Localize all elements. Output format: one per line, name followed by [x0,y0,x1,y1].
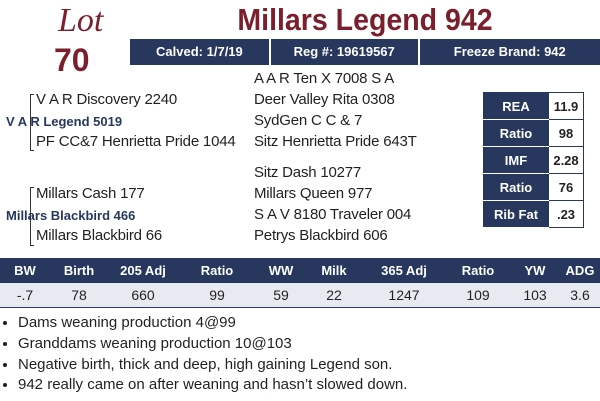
pedigree-sire-sire-dam: Deer Valley Rita 0308 [254,91,395,108]
pedigree-sire-sire-sire: A A R Ten X 7008 S A [254,70,395,87]
carcass-row: Ratio 76 [483,173,584,201]
pedigree-dam-dam-dam: Petrys Blackbird 606 [254,227,388,244]
carcass-value: 98 [548,119,584,147]
carcass-row: Ratio 98 [483,119,584,147]
performance-value: 22 [306,283,362,308]
performance-value: 660 [108,283,178,308]
carcass-row: Rib Fat .23 [483,200,584,228]
performance-value: 1247 [362,283,446,308]
header-row: BW Birth 205 Adj Ratio WW Milk 365 Adj Ratio YW A… [0,258,600,283]
pedigree-sire: V A R Legend 5019 [6,114,123,129]
performance-header: 365 Adj [362,258,446,283]
carcass-value: 11.9 [548,92,584,120]
info-brand: Freeze Brand: 942 [453,44,566,59]
info-reg: Reg #: 19619567 [271,39,420,65]
performance-header: WW [256,258,306,283]
bracket [30,94,31,150]
carcass-value: 76 [548,173,584,201]
pedigree-dam: Millars Blackbird 466 [6,208,136,223]
bracket [30,245,34,246]
carcass-label: IMF [483,146,549,174]
carcass-table: REA 11.9 Ratio 98 IMF 2.28 Ratio 76 Rib Fat .23 [483,92,584,228]
carcass-row: IMF 2.28 [483,146,584,174]
performance-value: 59 [256,283,306,308]
bracket [30,187,31,245]
carcass-row: REA 11.9 [483,92,584,120]
lot-label: Lot [58,2,104,39]
performance-value: 109 [446,283,510,308]
performance-value: 103 [510,283,560,308]
bracket [30,187,34,188]
performance-value: 99 [178,283,256,308]
performance-table: BW Birth 205 Adj Ratio WW Milk 365 Adj Ratio YW A… [0,258,600,308]
pedigree-dam-dam: Millars Blackbird 66 [36,227,163,244]
bracket [30,150,34,151]
carcass-label: Ratio [483,173,549,201]
pedigree-sire-dam: PF CC&7 Henrietta Pride 1044 [36,133,236,150]
pedigree-sire-sire: V A R Discovery 2240 [36,91,178,108]
pedigree-sire-dam-sire: SydGen C C & 7 [254,112,363,129]
note: Granddams weaning production 10@103 [18,334,407,355]
note: 942 really came on after weaning and has… [18,375,407,396]
performance-header: ADG [560,258,600,283]
note: Negative birth, thick and deep, high gai… [18,355,407,376]
info-bar: Calved: 1/7/19 Reg #: 19619567 Freeze Br… [130,39,600,65]
performance-header: BW [0,258,50,283]
performance-value: 78 [50,283,108,308]
carcass-value: 2.28 [548,146,584,174]
info-calved: Calved: 1/7/19 [130,39,271,65]
carcass-label: Ratio [483,119,549,147]
pedigree-dam-sire: Millars Cash 177 [36,185,145,202]
carcass-label: REA [483,92,549,120]
pedigree-dam-dam-sire: S A V 8180 Traveler 004 [254,206,412,223]
performance-header: Ratio [178,258,256,283]
performance-header: 205 Adj [108,258,178,283]
lot-number: 70 [54,42,90,78]
performance-value: -.7 [0,283,50,308]
pedigree-dam-sire-dam: Millars Queen 977 [254,185,373,202]
performance-header: Ratio [446,258,510,283]
title: Millars Legend 942 [237,2,493,37]
carcass-value: .23 [548,200,584,228]
note: Dams weaning production 4@99 [18,313,407,334]
performance-header: YW [510,258,560,283]
performance-value: 3.6 [560,283,600,308]
performance-header: Birth [50,258,108,283]
bracket [30,94,34,95]
value-row: -.7 78 660 99 59 22 1247 109 103 3.6 [0,283,600,308]
pedigree-sire-dam-dam: Sitz Henrietta Pride 643T [254,133,417,150]
performance-header: Milk [306,258,362,283]
pedigree-dam-sire-sire: Sitz Dash 10277 [254,164,362,181]
notes: Dams weaning production 4@99Granddams we… [0,313,407,396]
carcass-label: Rib Fat [483,200,549,228]
